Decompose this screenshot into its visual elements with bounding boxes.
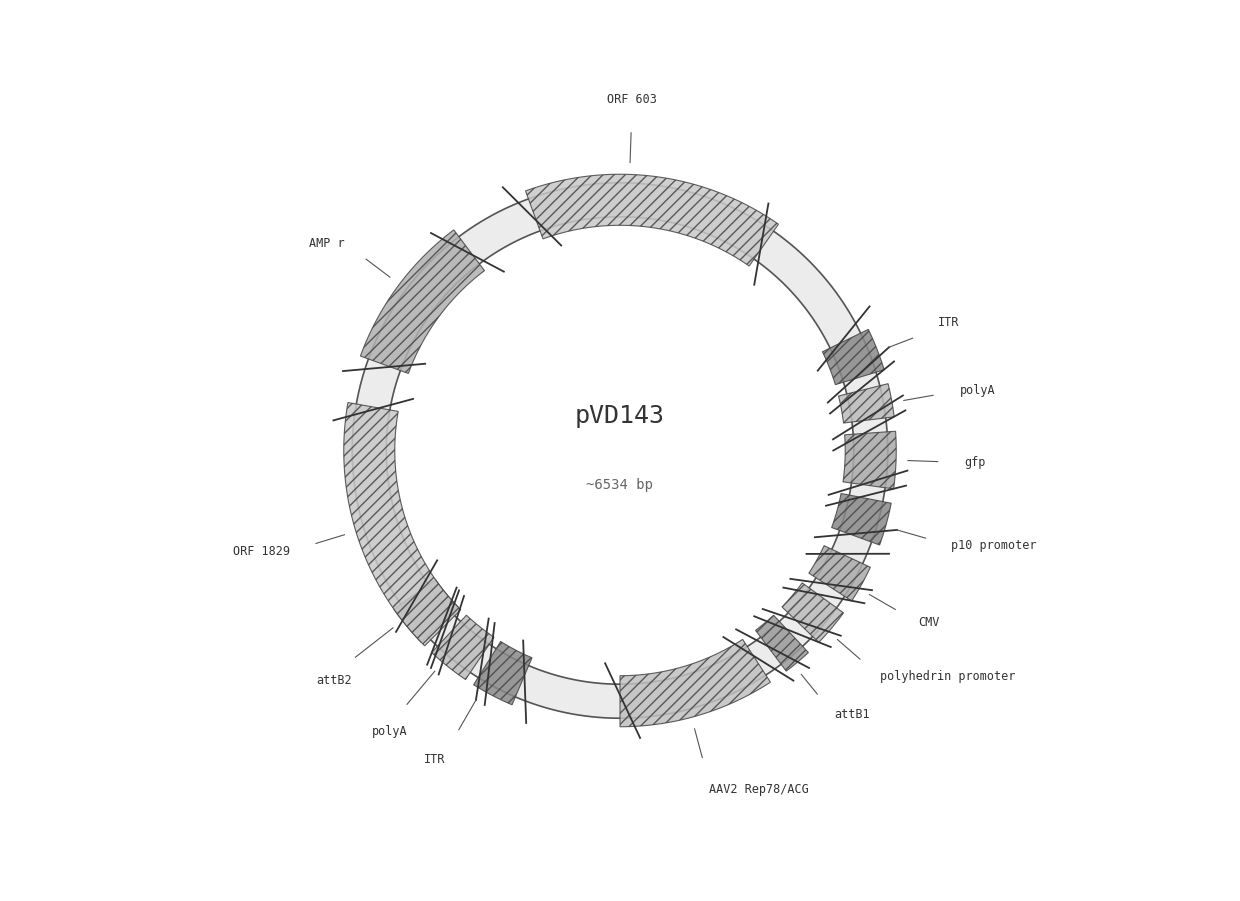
Polygon shape xyxy=(343,403,461,646)
Text: polyhedrin promoter: polyhedrin promoter xyxy=(880,670,1016,683)
Polygon shape xyxy=(822,330,884,385)
Polygon shape xyxy=(782,583,843,642)
Text: AMP r: AMP r xyxy=(309,237,345,250)
Polygon shape xyxy=(808,546,870,601)
Polygon shape xyxy=(394,579,458,642)
Text: CMV: CMV xyxy=(919,616,940,630)
Polygon shape xyxy=(361,230,485,374)
Text: ~6534 bp: ~6534 bp xyxy=(587,478,653,492)
Polygon shape xyxy=(832,494,892,545)
Text: attB2: attB2 xyxy=(316,674,352,687)
Text: pVD143: pVD143 xyxy=(575,404,665,428)
Polygon shape xyxy=(474,642,532,705)
Text: ORF 603: ORF 603 xyxy=(608,93,657,106)
Text: attB1: attB1 xyxy=(835,708,869,722)
Polygon shape xyxy=(843,432,897,489)
Polygon shape xyxy=(352,183,888,718)
Text: gfp: gfp xyxy=(965,456,986,469)
Text: p10 promoter: p10 promoter xyxy=(951,539,1037,552)
Polygon shape xyxy=(838,384,894,423)
Polygon shape xyxy=(526,174,779,266)
Text: ITR: ITR xyxy=(937,315,959,329)
Text: ITR: ITR xyxy=(424,753,445,766)
Text: ORF 1829: ORF 1829 xyxy=(233,545,290,558)
Text: polyA: polyA xyxy=(372,725,408,738)
Text: polyA: polyA xyxy=(960,384,996,397)
Text: AAV2 Rep78/ACG: AAV2 Rep78/ACG xyxy=(709,784,808,796)
Polygon shape xyxy=(432,615,494,679)
Polygon shape xyxy=(755,615,808,671)
Polygon shape xyxy=(620,640,770,727)
